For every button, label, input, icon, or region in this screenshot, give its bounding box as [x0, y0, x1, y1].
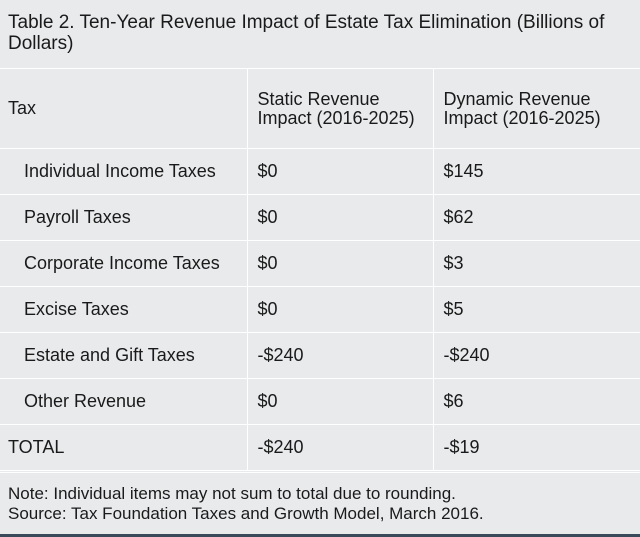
table-row: Excise Taxes $0 $5 [0, 286, 640, 333]
row-label: Payroll Taxes [0, 194, 248, 241]
table-row: Individual Income Taxes $0 $145 [0, 148, 640, 195]
total-label: TOTAL [0, 424, 248, 471]
footnote-area [0, 472, 640, 535]
row-dynamic: $62 [432, 194, 640, 241]
table-row: Estate and Gift Taxes -$240 -$240 [0, 332, 640, 379]
header-dynamic: Dynamic Revenue Impact (2016-2025) [432, 68, 640, 149]
row-dynamic: $3 [432, 240, 640, 287]
header-row: Tax Static Revenue Impact (2016-2025) Dy… [0, 68, 640, 149]
total-row: TOTAL -$240 -$19 [0, 424, 640, 471]
row-label: Corporate Income Taxes [0, 240, 248, 287]
row-static: $0 [246, 378, 434, 425]
total-static: -$240 [246, 424, 434, 471]
row-dynamic: -$240 [432, 332, 640, 379]
table-row: Corporate Income Taxes $0 $3 [0, 240, 640, 287]
total-dynamic: -$19 [432, 424, 640, 471]
row-dynamic: $145 [432, 148, 640, 195]
footnote: Note: Individual items may not sum to to… [8, 484, 633, 524]
row-static: $0 [246, 240, 434, 287]
row-label: Other Revenue [0, 378, 248, 425]
row-static: $0 [246, 148, 434, 195]
row-label: Excise Taxes [0, 286, 248, 333]
revenue-table: Tax Static Revenue Impact (2016-2025) Dy… [0, 68, 640, 471]
table-row: Other Revenue $0 $6 [0, 378, 640, 425]
row-label: Estate and Gift Taxes [0, 332, 248, 379]
header-static: Static Revenue Impact (2016-2025) [246, 68, 434, 149]
row-static: $0 [246, 286, 434, 333]
row-dynamic: $5 [432, 286, 640, 333]
row-static: $0 [246, 194, 434, 241]
table-title: Table 2. Ten-Year Revenue Impact of Esta… [8, 12, 605, 54]
header-tax: Tax [0, 68, 248, 149]
source-text: Source: Tax Foundation Taxes and Growth … [8, 504, 484, 523]
row-label: Individual Income Taxes [0, 148, 248, 195]
table-row: Payroll Taxes $0 $62 [0, 194, 640, 241]
note-text: Note: Individual items may not sum to to… [8, 484, 456, 503]
row-static: -$240 [246, 332, 434, 379]
row-dynamic: $6 [432, 378, 640, 425]
